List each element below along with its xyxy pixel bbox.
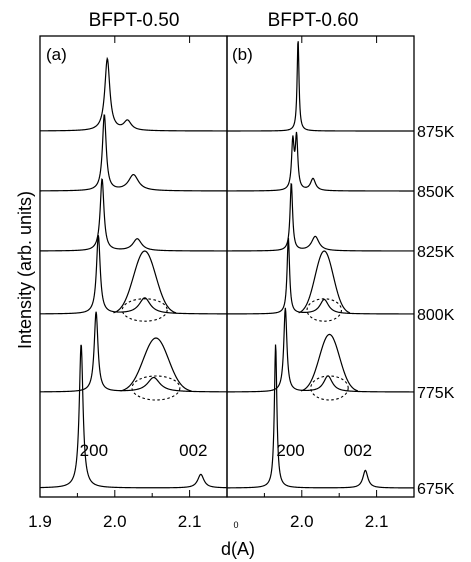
panel-b-frame	[226, 35, 415, 498]
panel-a-title: BFPT-0.50	[89, 10, 180, 31]
x-axis-label-superscript: 0	[233, 520, 238, 530]
x-tick-label-1-1: 2.1	[365, 512, 389, 531]
trace-1-800K	[227, 238, 414, 315]
peak-label-1-002: 002	[344, 441, 372, 460]
x-axis-label: d(A)	[221, 539, 255, 559]
y-axis-label: Intensity (arb. units)	[15, 191, 35, 349]
inset-curve-1-800K	[298, 250, 351, 314]
inset-ellipse-0-775K	[131, 375, 181, 401]
trace-0-675K	[39, 344, 228, 489]
x-tick-label-1-0: 2.0	[290, 512, 314, 531]
trace-0-825K	[40, 178, 227, 252]
peak-label-0-200: 200	[80, 441, 108, 460]
trace-0-875K	[40, 56, 227, 132]
temperature-label-875K: 875K	[417, 124, 455, 141]
trace-1-825K	[227, 182, 414, 252]
inset-curve-1-775K	[300, 333, 359, 392]
inset-curve-0-800K	[113, 250, 177, 314]
inset-curve-0-775K	[120, 337, 192, 392]
peak-label-1-200: 200	[276, 441, 304, 460]
panel-a-frame	[39, 35, 228, 498]
panel-b-title: BFPT-0.60	[268, 10, 359, 31]
inset-ellipse-1-800K	[306, 298, 342, 322]
temperature-label-825K: 825K	[417, 244, 455, 261]
x-tick-label-0-1: 2.0	[103, 512, 127, 531]
trace-1-675K	[226, 344, 414, 489]
trace-0-775K	[40, 311, 227, 393]
trace-1-775K	[227, 307, 414, 393]
temperature-label-850K: 850K	[417, 184, 455, 201]
x-tick-label-0-0: 1.9	[28, 512, 52, 531]
panel-a-label: (a)	[46, 45, 67, 64]
inset-ellipse-0-800K	[121, 298, 168, 322]
inset-ellipse-1-775K	[310, 375, 349, 401]
temperature-label-800K: 800K	[417, 307, 455, 324]
trace-1-875K	[227, 41, 414, 132]
temperature-label-675K: 675K	[417, 481, 455, 498]
temperature-label-775K: 775K	[417, 385, 455, 402]
x-tick-label-0-2: 2.1	[178, 512, 202, 531]
panel-b-label: (b)	[232, 45, 253, 64]
trace-1-850K	[227, 131, 414, 192]
trace-0-850K	[40, 114, 227, 192]
plot-content: 875K 850K 825K 800K 775K 675K 1.9 2.0 2.1 200 002 2…	[28, 36, 455, 531]
peak-label-0-002: 002	[179, 441, 207, 460]
trace-0-800K	[40, 235, 227, 315]
